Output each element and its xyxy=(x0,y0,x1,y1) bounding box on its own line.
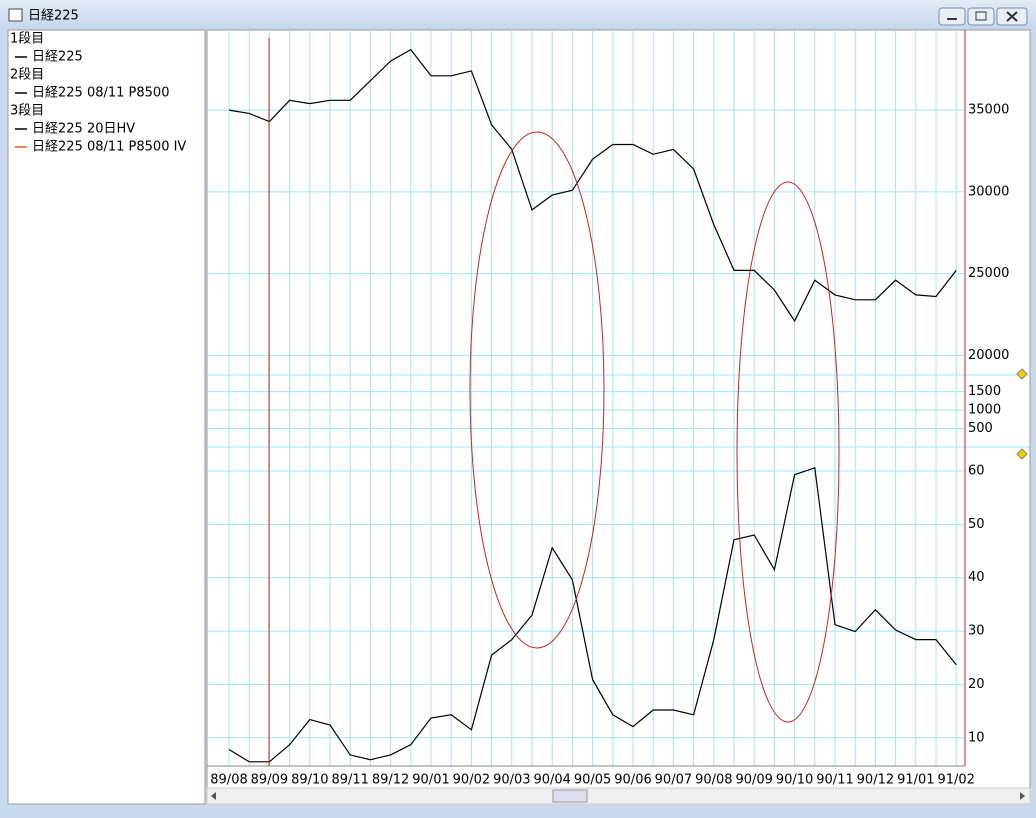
x-tick-label: 90/10 xyxy=(776,773,813,788)
chart-pane xyxy=(206,29,1031,789)
title-bar xyxy=(0,0,1036,30)
y-tick-label: 1000 xyxy=(968,403,1001,418)
legend-panel-label: 1段目 xyxy=(10,32,44,47)
x-tick-label: 90/09 xyxy=(735,773,772,788)
maximize-button[interactable] xyxy=(967,7,995,26)
y-tick-label: 50 xyxy=(968,517,985,532)
legend-pane xyxy=(7,29,206,805)
y-tick-label: 35000 xyxy=(968,103,1009,118)
x-tick-label: 91/02 xyxy=(937,773,974,788)
scroll-right[interactable] xyxy=(1020,792,1025,800)
series-line xyxy=(228,48,957,323)
legend-entry: 日経225 08/11 P8500 xyxy=(32,86,169,101)
x-tick-label: 91/01 xyxy=(897,773,934,788)
y-tick-label: 25000 xyxy=(968,266,1009,281)
x-tick-label: 89/09 xyxy=(251,773,288,788)
legend-entry: 日経225 20日HV xyxy=(32,122,135,137)
x-tick-label: 90/03 xyxy=(493,773,530,788)
x-tick-label: 90/07 xyxy=(655,773,692,788)
scrollbar[interactable] xyxy=(206,787,1031,805)
legend-entry: 日経225 08/11 P8500 IV xyxy=(32,140,186,155)
series-line xyxy=(228,466,957,763)
window-title: 日経225 xyxy=(28,9,79,24)
x-tick-label: 90/01 xyxy=(412,773,449,788)
y-tick-label: 10 xyxy=(968,730,985,745)
legend-panel-label: 3段目 xyxy=(10,104,44,119)
x-tick-label: 90/05 xyxy=(574,773,611,788)
y-tick-label: 500 xyxy=(968,421,993,436)
highlight-ellipse xyxy=(469,131,605,649)
y-tick-label: 40 xyxy=(968,570,985,585)
app-icon xyxy=(8,8,23,22)
minimize-button[interactable] xyxy=(938,7,966,26)
x-tick-label: 89/10 xyxy=(291,773,328,788)
x-tick-label: 90/02 xyxy=(453,773,490,788)
legend-entry: 日経225 xyxy=(32,50,83,65)
legend-panel-label: 2段目 xyxy=(10,68,44,83)
y-tick-label: 60 xyxy=(968,464,985,479)
scroll-thumb[interactable] xyxy=(552,789,588,803)
x-tick-label: 90/12 xyxy=(857,773,894,788)
x-tick-label: 90/08 xyxy=(695,773,732,788)
x-tick-label: 90/04 xyxy=(533,773,570,788)
highlight-ellipse xyxy=(736,181,840,723)
window-buttons xyxy=(938,7,1028,26)
y-tick-label: 1500 xyxy=(968,384,1001,399)
scroll-left[interactable] xyxy=(211,792,216,800)
y-tick-label: 30 xyxy=(968,624,985,639)
x-tick-label: 89/08 xyxy=(210,773,247,788)
x-tick-label: 89/12 xyxy=(372,773,409,788)
y-tick-label: 20 xyxy=(968,677,985,692)
x-tick-label: 90/11 xyxy=(816,773,853,788)
y-tick-label: 20000 xyxy=(968,348,1009,363)
panel-splitter[interactable] xyxy=(1016,368,1028,380)
y-tick-label: 30000 xyxy=(968,184,1009,199)
close-icon xyxy=(1006,11,1018,22)
maximize-icon xyxy=(975,11,987,21)
x-tick-label: 89/11 xyxy=(331,773,368,788)
panel-splitter[interactable] xyxy=(1016,448,1028,460)
x-tick-label: 90/06 xyxy=(614,773,651,788)
